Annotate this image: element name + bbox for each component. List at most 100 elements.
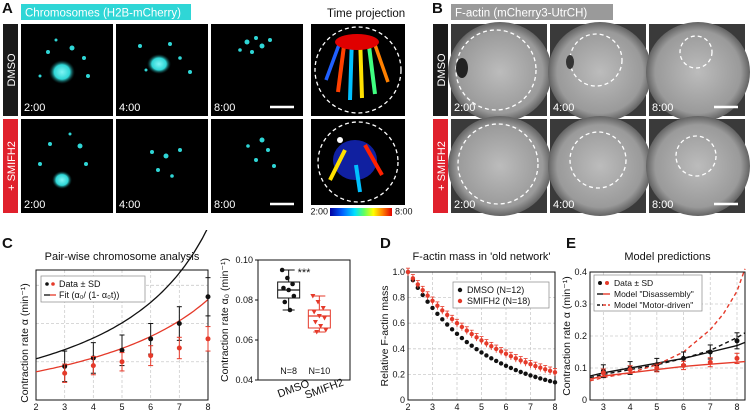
e-xtick-1: 4 (628, 402, 633, 412)
e-series1-point-4 (707, 359, 713, 365)
d-point-0-9 (449, 327, 455, 332)
row-label-smifh2-b: + SMIFH2 (436, 141, 448, 191)
d-point-0-29 (547, 378, 553, 384)
c2-point-0-0 (279, 267, 285, 273)
c1-legend-dot2 (51, 282, 55, 286)
panel-letter-e: E (566, 235, 577, 252)
d-legend-1: DMSO (N=12) (467, 285, 524, 295)
d-legend-2: SMIFH2 (N=18) (467, 296, 530, 306)
chromosome-header-bg (21, 4, 191, 20)
d-legend-box (452, 281, 550, 309)
c1-series0-point-3 (148, 336, 154, 342)
c1-fit-line-0 (35, 230, 208, 360)
d-point-1-11 (459, 324, 465, 330)
d-point-0-18 (494, 358, 499, 364)
d-point-1-5 (430, 298, 435, 304)
d-point-0-13 (469, 343, 474, 348)
time-b-6: 8:00 (652, 199, 673, 211)
e-xtick-3: 6 (681, 402, 686, 412)
e-title: Model predictions (624, 251, 711, 263)
d-point-1-29 (547, 368, 553, 374)
c1-legend-box (40, 275, 146, 303)
c1-ylabel: Contraction rate α (min⁻¹) (19, 283, 31, 403)
d-ytick-1: 0.2 (392, 369, 405, 379)
factin-header-bg (451, 4, 613, 20)
c1-series1-point-0 (62, 370, 68, 376)
row-label-dmso-a: DMSO (6, 53, 18, 86)
d-point-1-24 (523, 360, 528, 365)
d-xtick-2: 4 (454, 402, 459, 412)
d-point-1-9 (449, 316, 455, 322)
d-point-1-3 (420, 287, 425, 293)
d-point-0-3 (420, 292, 425, 298)
d-point-0-6 (435, 311, 440, 317)
c2-point-1-6 (312, 320, 318, 325)
e-ytick-2: 0.2 (574, 331, 587, 341)
c2-point-1-1 (315, 300, 321, 305)
c1-legend-2: Fit (α₀/ (1- α₀t)) (59, 290, 119, 300)
c1-series0-point-4 (176, 321, 182, 327)
d-point-0-8 (445, 322, 450, 327)
d-xtick-4: 6 (503, 402, 508, 412)
e-series1-point-3 (681, 362, 687, 368)
d-point-0-30 (552, 380, 558, 385)
e-frame (589, 271, 746, 401)
d-point-1-6 (435, 303, 440, 308)
d-point-1-27 (538, 365, 543, 370)
d-point-0-11 (459, 335, 465, 341)
c1-series1-point-3 (148, 353, 154, 359)
c1-xtick-6: 8 (205, 402, 210, 412)
time-b-5: 4:00 (553, 199, 574, 211)
factin-header: F-actin (mCherry3-UtrCH) (455, 8, 587, 20)
c1-xtick-4: 6 (148, 402, 153, 412)
c1-xtick-3: 5 (119, 402, 124, 412)
c1-xtick-5: 7 (177, 402, 182, 412)
image-a-smifh2-2 (21, 119, 113, 213)
c1-series1-point-1 (90, 363, 96, 369)
panel-letter-c: C (2, 235, 13, 252)
e-series1-point-0 (600, 370, 606, 376)
c1-xtick-2: 4 (91, 402, 96, 412)
d-point-1-10 (454, 320, 460, 326)
d-point-0-10 (454, 331, 460, 337)
d-point-0-21 (508, 365, 514, 371)
image-a-smifh2-4 (116, 119, 208, 213)
d-point-0-7 (440, 317, 445, 322)
c2-n-label-1: N=10 (308, 366, 330, 376)
c2-point-1-9 (314, 330, 320, 335)
c1-legend-dot1 (45, 282, 49, 286)
d-point-1-7 (440, 308, 445, 313)
e-legend-dot1 (598, 281, 602, 285)
time-a-1: 2:00 (24, 102, 45, 114)
c2-frame (257, 259, 351, 381)
d-point-1-17 (489, 344, 494, 349)
d-point-0-26 (533, 374, 538, 380)
c2-ytick-1: 0.06 (235, 335, 253, 345)
d-title: F-actin mass in 'old network' (412, 251, 550, 263)
c2-significance: *** (298, 267, 312, 279)
c2-point-0-1 (285, 275, 290, 281)
d-point-0-23 (518, 369, 523, 375)
time-a-4: 2:00 (24, 199, 45, 211)
c2-ytick-0: 0.04 (235, 375, 253, 385)
panel-letter-d: D (380, 235, 391, 252)
c2-point-0-4 (286, 287, 291, 293)
d-point-0-16 (484, 353, 489, 358)
time-colorbar (330, 208, 392, 216)
c1-title: Pair-wise chromosome analysis (45, 251, 200, 263)
colorbar-max: 8:00 (395, 207, 413, 217)
d-point-0-12 (464, 339, 469, 345)
d-point-1-4 (425, 293, 430, 298)
d-point-0-28 (543, 377, 548, 383)
c2-point-1-7 (318, 324, 324, 329)
e-xtick-5: 8 (734, 402, 739, 412)
time-a-5: 4:00 (119, 199, 140, 211)
e-xtick-0: 3 (601, 402, 606, 412)
e-xtick-2: 5 (654, 402, 659, 412)
time-b-3: 8:00 (652, 102, 673, 114)
e-model-line-1 (589, 360, 746, 380)
d-ytick-0: 0 (400, 395, 405, 405)
d-point-0-17 (489, 356, 494, 361)
d-point-1-14 (474, 335, 479, 340)
d-point-0-4 (425, 299, 430, 304)
